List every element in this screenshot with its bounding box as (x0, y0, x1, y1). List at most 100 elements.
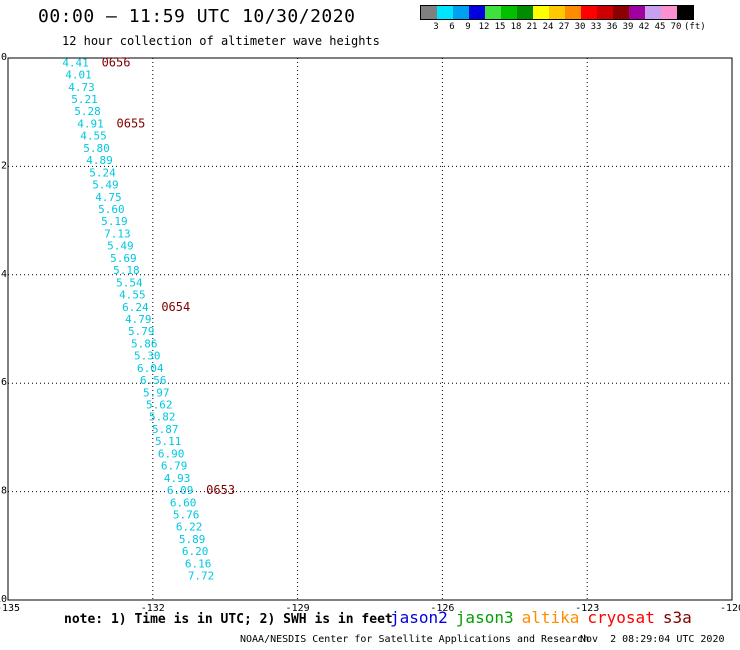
legend-swatch (469, 6, 485, 19)
wave-height-label: 5.21 (71, 93, 98, 106)
wave-height-label: 5.82 (149, 411, 176, 424)
map-frame (7, 57, 733, 601)
wave-height-label: 6.79 (161, 460, 188, 473)
wave-height-label: 5.24 (89, 166, 116, 179)
legend-label: 39 (622, 22, 634, 32)
x-tick-label: -126 (430, 603, 454, 614)
wave-height-label: 5.87 (152, 423, 179, 436)
timestamp-text: Nov 2 08:29:04 UTC 2020 (580, 634, 725, 645)
wave-height-label: 5.54 (116, 276, 143, 289)
wave-height-label: 7.72 (188, 570, 215, 583)
wave-height-label: 6.16 (185, 557, 212, 570)
y-tick-label: -4 (0, 269, 7, 280)
satellite-cryosat: cryosat (587, 608, 655, 627)
wave-height-label: 5.69 (110, 252, 137, 265)
wave-height-label: 5.97 (143, 386, 170, 399)
legend-swatch (661, 6, 677, 19)
wave-height-label: 5.89 (179, 533, 206, 546)
legend-label: 3 (433, 22, 439, 32)
legend-label: 18 (510, 22, 522, 32)
wave-height-label: 6.60 (170, 496, 197, 509)
legend-swatch (613, 6, 629, 19)
wave-height-label: 4.01 (65, 69, 92, 82)
y-tick-label: -10 (0, 594, 7, 605)
legend-label: (ft) (684, 22, 706, 32)
x-tick-label: -135 (0, 603, 20, 614)
credit-text: NOAA/NESDIS Center for Satellite Applica… (240, 634, 590, 645)
legend-label: 15 (494, 22, 506, 32)
legend-label: 21 (526, 22, 538, 32)
legend-label: 33 (590, 22, 602, 32)
wave-height-label: 4.55 (119, 289, 146, 302)
wave-height-label: 5.79 (128, 325, 155, 338)
legend-label: 42 (638, 22, 650, 32)
wave-height-label: 5.18 (113, 264, 140, 277)
satellite-jason3: jason3 (455, 608, 514, 627)
legend-label: 30 (574, 22, 586, 32)
legend-swatch (453, 6, 469, 19)
legend-swatch (485, 6, 501, 19)
wave-height-label: 6.20 (182, 545, 209, 558)
time-label: 0656 (102, 55, 131, 69)
time-label: 0654 (161, 300, 190, 314)
legend-label: 24 (542, 22, 554, 32)
wave-height-label: 6.04 (137, 362, 164, 375)
legend-swatch (645, 6, 661, 19)
wave-height-label: 5.30 (134, 350, 161, 363)
legend-swatch (437, 6, 453, 19)
wave-height-label: 4.93 (164, 472, 191, 485)
legend-label: 12 (478, 22, 490, 32)
map-subtitle: 12 hour collection of altimeter wave hei… (62, 34, 380, 48)
satellite-legend: jason2 jason3 altika cryosat s3a (390, 608, 700, 627)
wave-height-label: 5.19 (101, 215, 128, 228)
wave-height-label: 4.75 (95, 191, 122, 204)
wave-height-label: 5.76 (173, 509, 200, 522)
legend-label: 36 (606, 22, 618, 32)
satellite-s3a: s3a (662, 608, 692, 627)
satellite-jason2: jason2 (390, 608, 448, 627)
legend-swatch (549, 6, 565, 19)
wave-height-label: 6.24 (122, 301, 149, 314)
wave-height-label: 6.22 (176, 521, 203, 534)
legend-label: 70 (670, 22, 682, 32)
wave-height-label: 5.80 (83, 142, 110, 155)
legend-label: 45 (654, 22, 666, 32)
legend-swatch (629, 6, 645, 19)
wave-height-label: 4.55 (80, 130, 107, 143)
legend-swatch (565, 6, 581, 19)
wave-height-label: 5.28 (74, 105, 101, 118)
wave-height-label: 5.62 (146, 399, 173, 412)
legend-labels: 3 6 9 12 15 18 21 24 27 30 33 36 39 42 45 70 (ft) (420, 20, 705, 34)
wave-height-label: 5.60 (98, 203, 125, 216)
wave-height-label: 6.56 (140, 374, 167, 387)
legend-label: 6 (449, 22, 455, 32)
legend-swatch (597, 6, 613, 19)
y-tick-label: -6 (0, 377, 7, 388)
legend-swatches (420, 5, 694, 20)
footer-note: note: 1) Time is in UTC; 2) SWH is in fe… (64, 612, 393, 627)
y-tick-label: -2 (0, 160, 7, 171)
wave-height-label: 4.73 (68, 81, 95, 94)
wave-height-label: 7.13 (104, 227, 131, 240)
map-title: 00:00 — 11:59 UTC 10/30/2020 (38, 6, 356, 27)
y-tick-label: -8 (0, 486, 7, 497)
x-tick-label: -129 (286, 603, 310, 614)
legend-swatch (421, 6, 437, 19)
wave-height-label: 4.91 (77, 117, 104, 130)
wave-height-label: 5.49 (107, 240, 134, 253)
y-tick-label: 0 (1, 52, 7, 63)
satellite-altika: altika (521, 608, 580, 627)
wave-height-label: 5.86 (131, 337, 158, 350)
x-tick-label: -120 (720, 603, 740, 614)
legend-label: 9 (465, 22, 471, 32)
legend-swatch (501, 6, 517, 19)
color-legend: 3 6 9 12 15 18 21 24 27 30 33 36 39 42 45 70 (ft) (420, 5, 706, 34)
legend-label: 27 (558, 22, 570, 32)
wave-height-label: 6.90 (158, 447, 185, 460)
x-tick-label: -132 (141, 603, 165, 614)
legend-swatch (517, 6, 533, 19)
x-tick-label: -123 (575, 603, 599, 614)
wave-height-label: 4.41 (62, 56, 89, 69)
time-label: 0655 (117, 116, 146, 130)
